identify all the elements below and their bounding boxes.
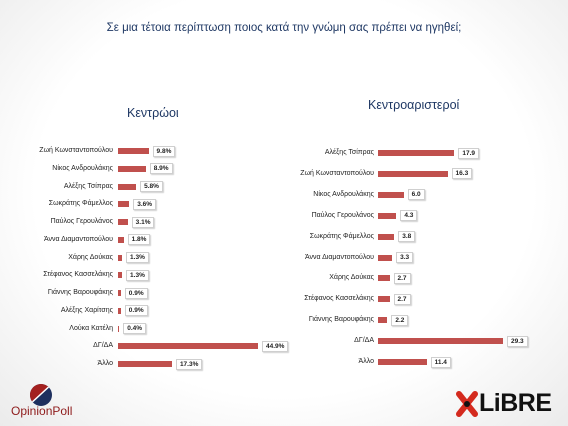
data-label: 0.4%: [123, 323, 147, 334]
bar: [118, 219, 128, 225]
category-label: Χάρης Δούκας: [68, 253, 113, 261]
opinionpoll-logo-icon: [30, 384, 52, 406]
bar: [378, 317, 388, 324]
category-label: Παύλος Γερουλάνος: [50, 218, 113, 225]
category-label: Στέφανος Κασσελάκης: [304, 295, 374, 303]
category-label: Άλλο: [97, 360, 113, 367]
data-label: 29.3: [507, 335, 528, 347]
category-label: Σωκράτης Φάμελλος: [48, 200, 113, 208]
category-label: Αλέξης Χαρίτσης: [60, 306, 113, 314]
data-label: 0.9%: [124, 287, 148, 299]
data-label: 2.2: [391, 314, 409, 326]
category-label: Άννα Διαμαντοπούλου: [43, 235, 113, 243]
bar: [118, 183, 137, 190]
category-label: Νίκος Ανδρουλάκης: [52, 164, 113, 172]
category-label: Άννα Διαμαντοπούλου: [304, 253, 374, 261]
category-label: Άλλο: [358, 358, 374, 365]
data-label: 6.0: [407, 189, 425, 201]
bar: [118, 343, 258, 350]
bar: [118, 201, 130, 208]
data-label: 2.7: [393, 293, 411, 305]
libre-logo-icon: [456, 391, 478, 417]
bar: [378, 191, 404, 198]
data-label: 17.3%: [175, 358, 203, 370]
category-label: Παύλος Γερουλάνος: [311, 211, 374, 219]
bar: [118, 361, 172, 367]
bar: [378, 359, 427, 365]
data-label: 3.6%: [133, 198, 157, 210]
category-label: Ζωή Κωνσταντοπούλου: [300, 169, 374, 177]
bar: [378, 212, 397, 219]
data-label: 4.3: [400, 210, 418, 222]
bar: [118, 148, 149, 154]
data-label: 9.8%: [152, 145, 176, 157]
page-title: Σε μια τέτοια περίπτωση ποιος κατά την γ…: [106, 22, 462, 34]
bar: [378, 254, 393, 261]
data-label: 8.9%: [149, 163, 173, 175]
data-label: 3.1%: [131, 216, 155, 228]
data-label: 5.8%: [140, 181, 163, 192]
bar: [378, 275, 390, 282]
opinionpoll-logo-text: OpinionPoll: [11, 404, 73, 418]
bar: [378, 233, 395, 240]
bar: [378, 170, 448, 177]
bar: [118, 307, 121, 314]
data-label: 1.8%: [127, 234, 151, 246]
chart-title: Κεντρώοι: [127, 106, 179, 120]
bar: [118, 254, 123, 261]
category-label: Γιάννης Βαρουφάκης: [308, 316, 374, 324]
category-label: ΔΓ/ΔΑ: [354, 337, 374, 345]
data-label: 2.7: [393, 272, 411, 284]
data-label: 0.9%: [124, 305, 148, 317]
bar: [118, 272, 123, 279]
category-label: Γιάννης Βαρουφάκης: [47, 289, 113, 296]
data-label: 3.8: [398, 231, 416, 243]
bar: [118, 290, 121, 296]
data-label: 44.9%: [261, 340, 289, 352]
data-label: 11.4: [430, 356, 451, 368]
bar: [118, 325, 120, 332]
category-label: Χάρης Δούκας: [329, 274, 374, 282]
data-label: 16.3: [451, 168, 473, 180]
data-label: 1.3%: [126, 252, 149, 263]
data-label: 3.3: [396, 252, 414, 263]
bar: [378, 150, 455, 156]
category-label: Νίκος Ανδρουλάκης: [313, 190, 374, 198]
chart-title: Κεντροαριστεροί: [368, 98, 460, 112]
bar: [378, 296, 390, 303]
data-label: 17.9: [458, 147, 480, 159]
category-label: Αλέξης Τσίπρας: [63, 182, 113, 190]
category-label: Λούκα Κατέλη: [69, 324, 113, 332]
libre-logo-text: LiBRE: [479, 389, 552, 417]
category-label: ΔΓ/ΔΑ: [93, 342, 113, 350]
bar: [378, 338, 503, 345]
data-label: 1.3%: [126, 269, 149, 281]
bar: [118, 236, 124, 243]
category-label: Ζωή Κωνσταντοπούλου: [39, 147, 113, 154]
category-label: Αλέξης Τσίπρας: [324, 149, 374, 156]
bar: [118, 165, 146, 172]
category-label: Σωκράτης Φάμελλος: [309, 232, 374, 240]
category-label: Στέφανος Κασσελάκης: [43, 271, 113, 279]
